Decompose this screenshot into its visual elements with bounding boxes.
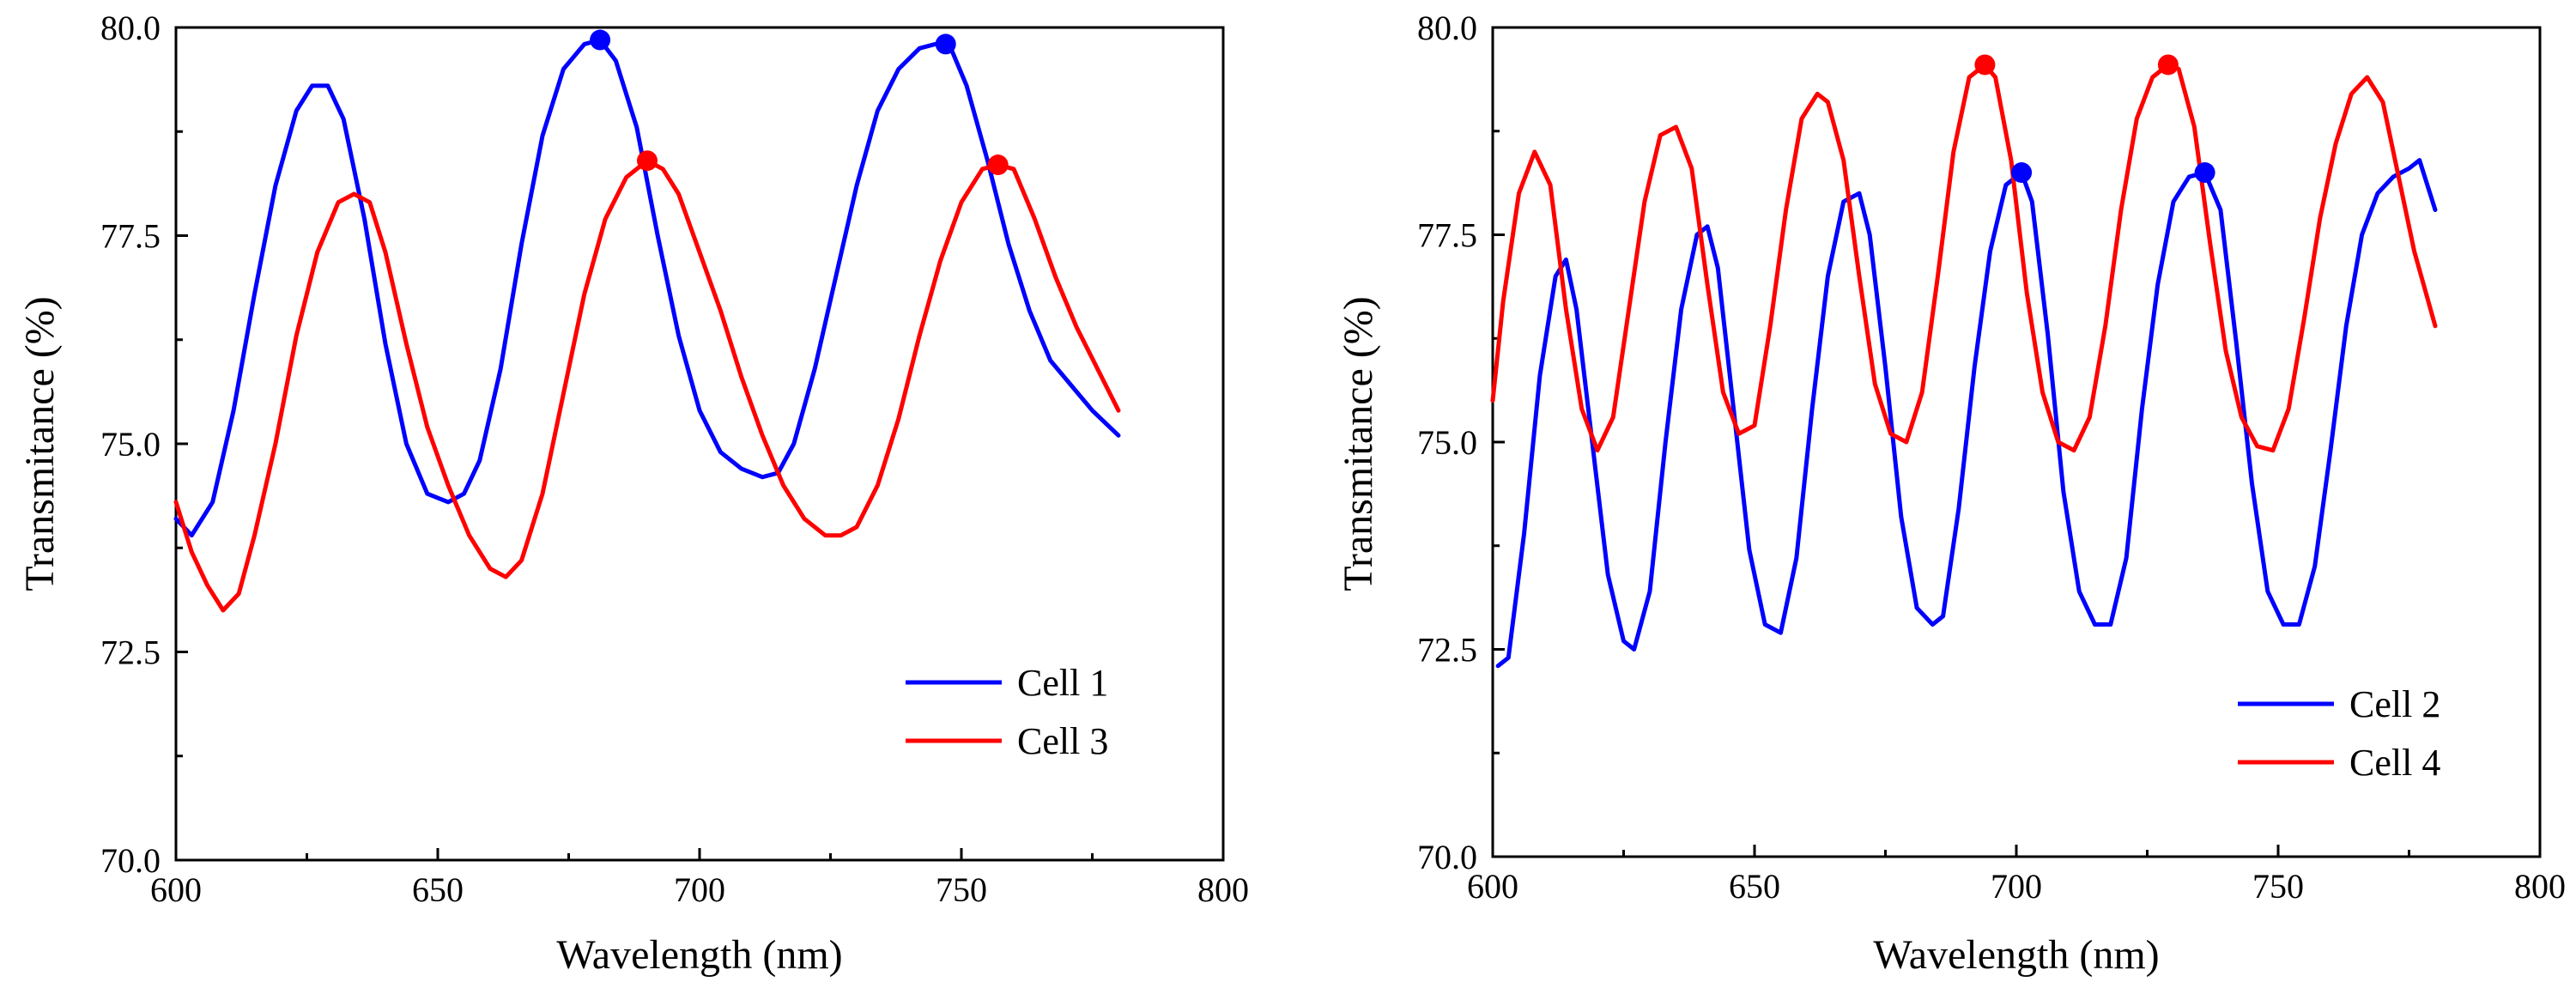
markers-left xyxy=(590,29,1009,176)
y-tick-label-left: 80.0 xyxy=(100,9,161,47)
chart-right: 600 650 700 750 800 70.0 72.5 75.0 77.5 80.0 Cell… xyxy=(1336,9,2566,978)
y-tick-label-left: 75.0 xyxy=(100,425,161,464)
series-line-cell-3 xyxy=(173,158,1121,613)
y-axis-title-right: Transmitance (%) xyxy=(1336,296,1381,591)
legend-label-cell-2: Cell 2 xyxy=(2349,683,2440,725)
x-axis-title-right: Wavelength (nm) xyxy=(1873,932,2159,978)
y-tick-label-left: 72.5 xyxy=(100,633,161,672)
x-tick-label-left: 600 xyxy=(150,870,202,909)
y-tick-label-right: 75.0 xyxy=(1417,423,1477,462)
x-tick-label-right: 750 xyxy=(2252,867,2304,906)
y-tick-label-right: 72.5 xyxy=(1417,631,1477,670)
series-right xyxy=(1490,63,2438,669)
legend-label-cell-4: Cell 4 xyxy=(2349,742,2440,784)
y-tick-label-right: 80.0 xyxy=(1417,9,1477,47)
peak-marker-cell-4 xyxy=(1974,54,1996,76)
y-tick-label-right: 77.5 xyxy=(1417,216,1477,255)
peak-marker-cell-1 xyxy=(935,33,956,55)
ticks-left: 600 650 700 750 800 70.0 72.5 75.0 77.5 80.0 xyxy=(100,9,1249,909)
y-axis-title-left: Transmitance (%) xyxy=(17,296,63,591)
peak-marker-cell-1 xyxy=(590,29,611,51)
legend-right: Cell 2 Cell 4 xyxy=(2238,683,2440,784)
x-tick-label-left: 700 xyxy=(674,870,725,909)
series-line-cell-1 xyxy=(173,38,1121,538)
series-line-cell-2 xyxy=(1495,158,2438,669)
peak-marker-cell-2 xyxy=(2194,162,2215,184)
peak-marker-cell-3 xyxy=(637,150,658,172)
x-tick-label-left: 650 xyxy=(412,870,464,909)
x-axis-title-left: Wavelength (nm) xyxy=(556,932,842,978)
peak-marker-cell-4 xyxy=(2157,54,2179,76)
y-tick-label-left: 70.0 xyxy=(100,841,161,880)
x-tick-label-right: 600 xyxy=(1467,867,1518,906)
legend-left: Cell 1 Cell 3 xyxy=(906,662,1108,762)
peak-marker-cell-2 xyxy=(2011,162,2033,184)
chart-left: 600 650 700 750 800 70.0 72.5 75.0 77.5 80.0 Cell… xyxy=(17,9,1249,978)
markers-right xyxy=(1974,54,2215,184)
y-tick-label-left: 77.5 xyxy=(100,217,161,256)
plot-frame-right xyxy=(1491,26,2542,858)
ticks-right: 600 650 700 750 800 70.0 72.5 75.0 77.5 80.0 xyxy=(1417,9,2566,906)
x-tick-label-right: 700 xyxy=(1991,867,2042,906)
legend-label-cell-3: Cell 3 xyxy=(1017,720,1108,762)
x-tick-label-left: 800 xyxy=(1197,870,1249,909)
series-line-cell-4 xyxy=(1490,63,2438,453)
legend-label-cell-1: Cell 1 xyxy=(1017,662,1108,704)
peak-marker-cell-3 xyxy=(987,155,1009,176)
y-tick-label-right: 70.0 xyxy=(1417,838,1477,876)
series-left xyxy=(173,38,1121,613)
x-tick-label-right: 800 xyxy=(2514,867,2566,906)
x-tick-label-left: 750 xyxy=(936,870,987,909)
x-tick-label-right: 650 xyxy=(1729,867,1780,906)
